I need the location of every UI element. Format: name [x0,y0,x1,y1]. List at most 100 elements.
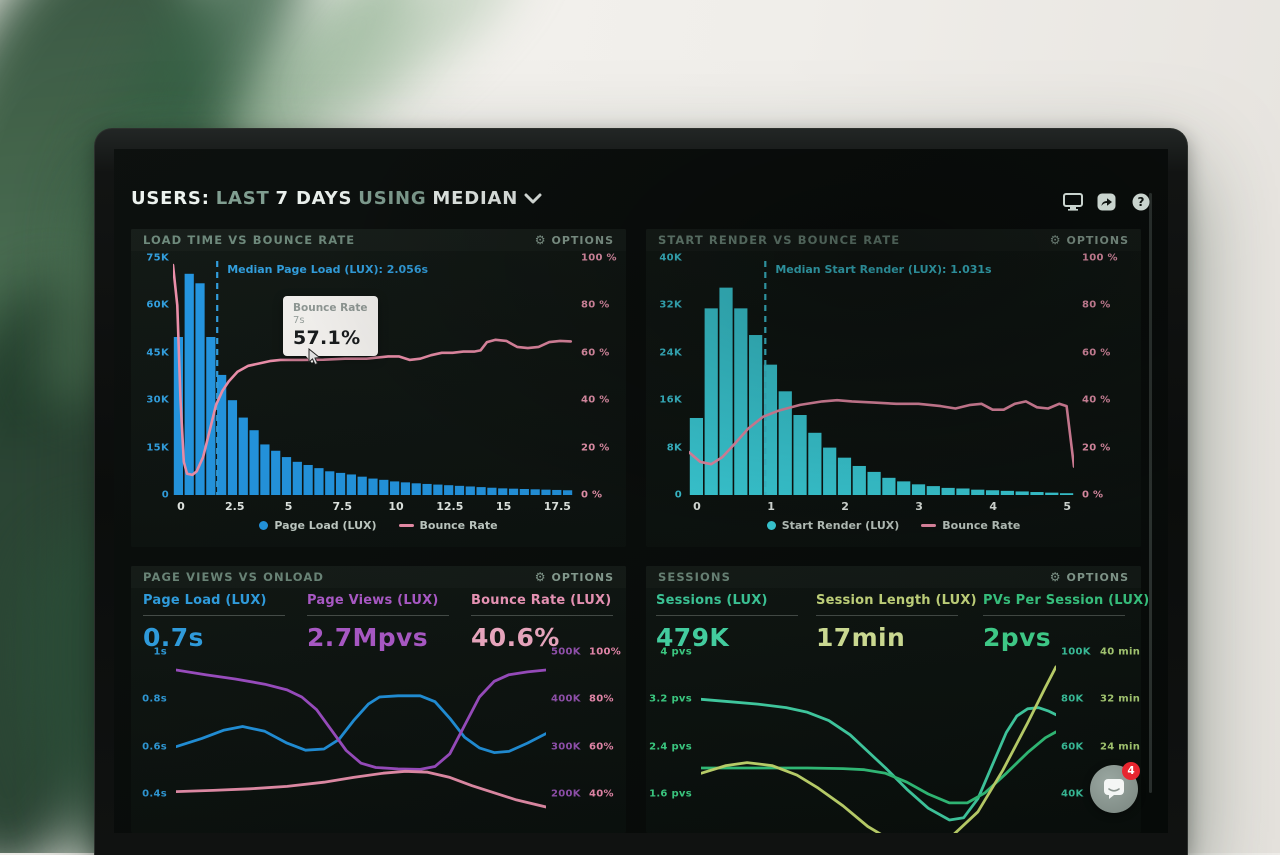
options-label: OPTIONS [1067,234,1130,247]
header-using-word: USING [358,188,426,209]
bar [368,479,377,495]
options-button[interactable]: ⚙ OPTIONS [535,234,614,247]
legend-item: Page Load (LUX) [259,519,376,532]
gear-icon: ⚙ [1050,234,1062,246]
bar [823,448,836,495]
users-range-dropdown[interactable]: USERS: LAST 7 DAYS USING MEDIAN [131,183,542,213]
bar [690,418,703,495]
bar [749,335,762,495]
y-axis-tick: 60K [1061,741,1084,752]
legend-dot-icon [767,521,776,530]
bar [520,489,529,495]
bar [531,489,540,495]
y-axis-tick: 45K [146,347,169,358]
y-axis-tick: 75K [146,253,169,264]
y-axis-tick: 24K [659,347,682,358]
chart-tooltip: Bounce Rate 7s 57.1% [283,296,378,356]
bar [509,489,518,495]
bar [412,483,421,495]
bar [808,433,821,495]
share-icon[interactable] [1096,193,1117,211]
line-plot [176,644,546,833]
bar [228,400,237,495]
bar [853,466,866,495]
legend-line-icon [921,524,936,527]
scrollbar[interactable] [1149,193,1152,793]
laptop: USERS: LAST 7 DAYS USING MEDIAN ? LOAD T… [94,128,1188,855]
metric-label: Page Load (LUX) [143,593,295,608]
panel-title: PAGE VIEWS VS ONLOAD [143,570,324,584]
y-axis-tick: 32K [659,300,682,311]
y-axis-tick: 0 [162,490,169,501]
x-axis-tick: 4 [989,500,997,513]
y-axis-tick: 15K [146,442,169,453]
x-axis-tick: 0 [177,500,185,513]
bar [867,472,880,495]
metric-underline [816,615,958,616]
bar [239,418,248,495]
options-button[interactable]: ⚙ OPTIONS [1050,571,1129,584]
help-icon[interactable]: ? [1130,193,1151,211]
dashboard-screen: USERS: LAST 7 DAYS USING MEDIAN ? LOAD T… [114,149,1168,833]
histogram-plot [689,258,1074,495]
bar [897,481,910,495]
y-axis-tick: 0.6s [142,741,167,752]
bar [942,488,955,495]
tooltip-series: Bounce Rate [293,302,367,314]
panel-start-render-vs-bounce-rate: START RENDER VS BOUNCE RATE ⚙ OPTIONS 40… [646,229,1141,547]
chat-bubble-icon [1102,778,1126,800]
tooltip-bucket: 7s [293,315,367,326]
y-axis-tick: 40K [1061,789,1084,800]
legend-item: Bounce Rate [921,519,1020,532]
bar [498,488,507,495]
x-axis-tick: 1 [767,500,775,513]
y2-axis-tick: 100 % [581,253,617,264]
bar [1030,492,1043,495]
x-axis-tick: 2.5 [225,500,245,513]
y-axis-tick: 80K [1061,694,1084,705]
bar [552,490,561,495]
bar [358,477,367,495]
y-axis-tick: 3.2 pvs [649,694,692,705]
y-axis-tick: 300K [551,741,581,752]
metric-underline [656,615,798,616]
x-axis-tick: 7.5 [333,500,353,513]
monitor-icon[interactable] [1062,193,1083,211]
metric-label: PVs Per Session (LUX) [983,593,1135,608]
y-axis-tick: 500K [551,647,581,658]
legend-dot-icon [259,521,268,530]
y2-axis-tick: 20 % [581,442,610,453]
y-axis-tick: 16K [659,395,682,406]
options-button[interactable]: ⚙ OPTIONS [535,571,614,584]
bar [433,485,442,495]
metric-underline [143,615,285,616]
svg-text:?: ? [1137,195,1144,209]
y-axis-tick: 0 [675,490,682,501]
bar [1045,493,1058,495]
x-axis-tick: 5 [1063,500,1071,513]
metric-underline [307,615,449,616]
bar [487,488,496,495]
gear-icon: ⚙ [1050,571,1062,583]
y-axis-tick: 100K [1061,647,1091,658]
x-axis-tick: 17.5 [544,500,571,513]
chat-button[interactable]: 4 [1090,765,1138,813]
header-range-strong: 7 DAYS [276,188,353,209]
metric-label: Sessions (LUX) [656,593,808,608]
bar [563,490,572,495]
x-axis-tick: 12.5 [436,500,463,513]
bar [838,458,851,495]
y2-axis-tick: 0 % [581,490,602,501]
x-axis-tick: 2 [841,500,849,513]
legend-line-icon [399,524,414,527]
chat-unread-badge: 4 [1122,762,1140,780]
options-button[interactable]: ⚙ OPTIONS [1050,234,1129,247]
bar [455,486,464,495]
y2-axis-tick: 60 % [1082,347,1111,358]
header-metric-word: MEDIAN [432,188,518,209]
tooltip-value: 57.1% [293,327,367,349]
bar [347,474,356,495]
options-label: OPTIONS [552,234,615,247]
